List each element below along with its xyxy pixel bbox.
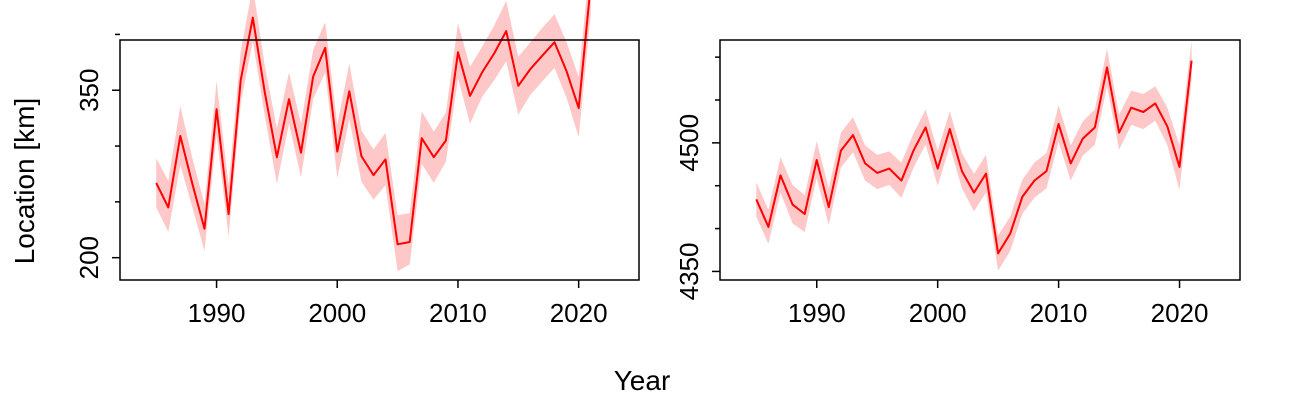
x-tick-label: 2010 — [429, 298, 487, 328]
confidence-band — [156, 0, 591, 272]
x-tick-label: 1990 — [188, 298, 246, 328]
x-tick-label: 1990 — [788, 298, 846, 328]
x-tick-label: 2000 — [308, 298, 366, 328]
x-tick-label: 2010 — [1030, 298, 1088, 328]
y-tick-label: 350 — [74, 69, 104, 112]
plot-frame — [119, 39, 640, 281]
y-tick-label: 200 — [74, 236, 104, 279]
y-axis-title: Location [km] — [9, 98, 40, 265]
chart-panel-right: 1990 2000 2010 2020 4350 4500 — [674, 39, 1241, 328]
x-axis-title: Year — [614, 365, 671, 396]
chart-panels: 1990 2000 2010 2020 200 350 1990 2000 2010 2020 43… — [74, 0, 1241, 328]
chart-panel-left: 1990 2000 2010 2020 200 350 — [74, 0, 640, 328]
x-tick-label: 2020 — [550, 298, 608, 328]
plot-frame — [719, 39, 1241, 281]
y-tick-label: 4500 — [674, 114, 704, 172]
y-tick-label: 4350 — [674, 243, 704, 301]
series-line — [755, 60, 1193, 255]
series-line — [155, 0, 591, 246]
x-tick-label: 2020 — [1151, 298, 1209, 328]
x-tick-label: 2000 — [909, 298, 967, 328]
confidence-band — [756, 40, 1192, 271]
